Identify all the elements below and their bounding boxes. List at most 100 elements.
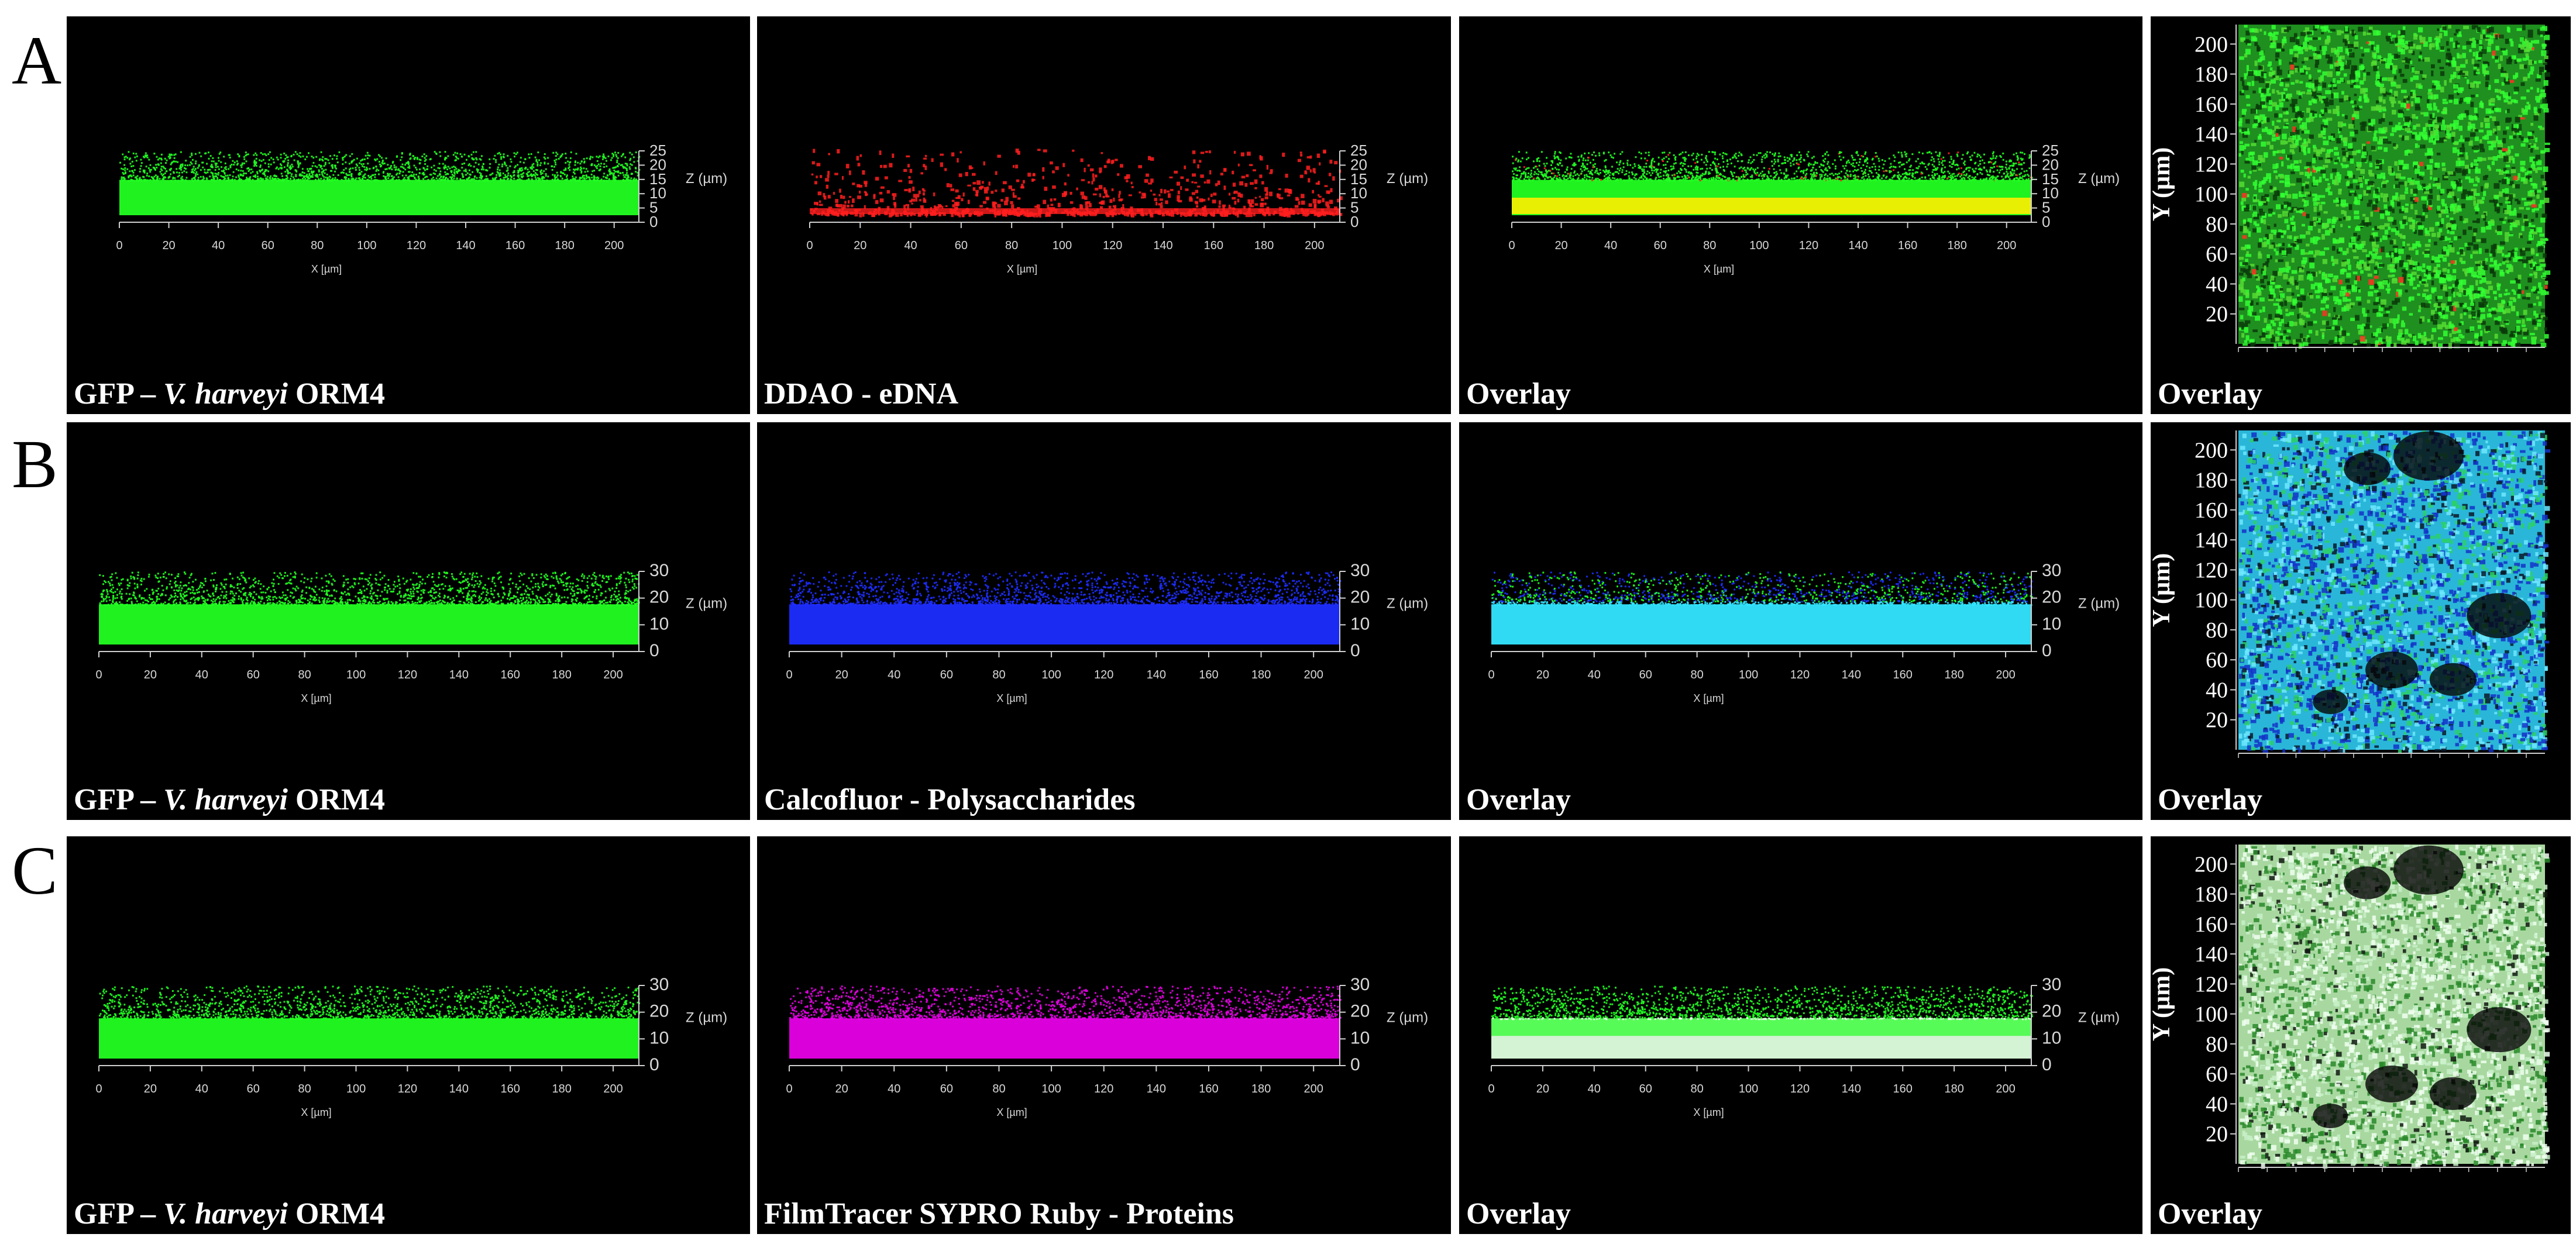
x-tick-label: 160 bbox=[1199, 1083, 1218, 1095]
z-tick-label: 0 bbox=[1350, 213, 1358, 230]
y-tick-label: 40 bbox=[2206, 678, 2228, 702]
y-tick-label: 80 bbox=[2206, 212, 2228, 237]
z-axis-label: Z (µm) bbox=[2078, 596, 2120, 612]
x-tick-label: 100 bbox=[346, 1083, 366, 1095]
z-tick-label: 30 bbox=[2042, 975, 2061, 994]
x-tick-label: 20 bbox=[1536, 1083, 1549, 1095]
x-tick-label: 160 bbox=[1893, 668, 1913, 681]
x-tick-label: 180 bbox=[1947, 239, 1966, 252]
z-tick-label: 20 bbox=[1350, 1002, 1370, 1021]
x-tick-label: 40 bbox=[212, 239, 225, 252]
z-tick-label: 20 bbox=[2042, 156, 2059, 173]
x-tick-label: 120 bbox=[1094, 1083, 1113, 1095]
biofilm-signal bbox=[1512, 151, 2033, 215]
caption-text: Overlay bbox=[1466, 1197, 1571, 1231]
side-view-plot: 0 20 40 60 80 100 120 140 160 180 200 X [µm] 0 10 20 30… bbox=[95, 561, 727, 704]
x-tick-label: 200 bbox=[1304, 668, 1323, 681]
x-tick-label: 80 bbox=[298, 668, 311, 681]
x-tick-label: 120 bbox=[1790, 668, 1810, 681]
y-tick-label: 180 bbox=[2195, 468, 2228, 493]
panel-caption: GFP – V. harveyi ORM4 bbox=[74, 1199, 385, 1229]
x-tick-label: 100 bbox=[1041, 1083, 1061, 1095]
y-tick-label: 100 bbox=[2195, 1002, 2228, 1027]
z-tick-label: 0 bbox=[2042, 1055, 2052, 1074]
side-axes bbox=[789, 571, 1340, 652]
z-tick-label: 20 bbox=[2042, 588, 2061, 607]
x-tick-label: 100 bbox=[1053, 239, 1072, 252]
x-tick-label: 40 bbox=[888, 668, 900, 681]
panel-caption: Overlay bbox=[1466, 379, 1571, 409]
x-tick-label: 200 bbox=[603, 1083, 622, 1095]
x-tick-label: 160 bbox=[505, 239, 525, 252]
y-tick-label: 60 bbox=[2206, 648, 2228, 673]
x-tick-label: 20 bbox=[162, 239, 175, 252]
x-axis-label: X [µm] bbox=[301, 1107, 331, 1118]
x-tick-label: 100 bbox=[1041, 668, 1061, 681]
caption-text: DDAO - eDNA bbox=[764, 377, 958, 411]
x-tick-label: 60 bbox=[262, 239, 274, 252]
y-tick-label: 160 bbox=[2195, 92, 2228, 117]
x-tick-label: 180 bbox=[1251, 1083, 1271, 1095]
z-tick-label: 15 bbox=[649, 170, 666, 188]
y-tick-label: 160 bbox=[2195, 912, 2228, 937]
x-tick-label: 100 bbox=[357, 239, 376, 252]
y-tick-label: 200 bbox=[2195, 438, 2228, 463]
caption-text: Overlay bbox=[2158, 1197, 2262, 1231]
x-tick-label: 120 bbox=[407, 239, 426, 252]
z-tick-label: 20 bbox=[1350, 156, 1367, 173]
y-tick-label: 60 bbox=[2206, 1062, 2228, 1087]
x-tick-label: 140 bbox=[1842, 1083, 1861, 1095]
panel-c-3: 0 20 40 60 80 100 120 140 160 180 200 X [µm] 0 10 20 30… bbox=[1459, 836, 2142, 1234]
x-tick-label: 180 bbox=[1944, 1083, 1963, 1095]
z-tick-label: 0 bbox=[1350, 1055, 1360, 1074]
caption-text: GFP – bbox=[74, 377, 163, 411]
panel-c-2: 0 20 40 60 80 100 120 140 160 180 200 X [µm] 0 10 20 30… bbox=[757, 836, 1451, 1234]
side-view-plot: 0 20 40 60 80 100 120 140 160 180 200 X [µm] 0 10 20 30… bbox=[1488, 561, 2120, 704]
x-axis-label: X [µm] bbox=[1693, 1107, 1724, 1118]
z-axis-label: Z (µm) bbox=[1387, 171, 1428, 187]
x-tick-label: 200 bbox=[604, 239, 624, 252]
row-letter-b: B bbox=[12, 430, 58, 499]
caption-strain: ORM4 bbox=[288, 783, 385, 816]
y-tick-label: 160 bbox=[2195, 498, 2228, 523]
caption-text: Overlay bbox=[1466, 783, 1571, 816]
caption-text: Overlay bbox=[2158, 377, 2262, 411]
x-tick-label: 20 bbox=[1554, 239, 1567, 252]
caption-species: V. harveyi bbox=[163, 783, 288, 816]
z-tick-label: 20 bbox=[2042, 1002, 2061, 1021]
y-tick-label: 20 bbox=[2206, 708, 2228, 733]
side-axes bbox=[99, 985, 639, 1066]
x-tick-label: 140 bbox=[1848, 239, 1867, 252]
side-view-plot: 0 20 40 60 80 100 120 140 160 180 200 X [µm] 0 10 20 30… bbox=[786, 975, 1428, 1118]
x-tick-label: 0 bbox=[95, 1083, 102, 1095]
z-tick-label: 25 bbox=[2042, 142, 2059, 159]
biofilm-signal bbox=[99, 571, 640, 644]
y-tick-label: 200 bbox=[2195, 852, 2228, 877]
top-view-plot: 20 40 60 80 100 120 140 160 180 200 Y (µm) bbox=[2151, 430, 2551, 758]
caption-species: V. harveyi bbox=[163, 377, 288, 411]
x-tick-label: 0 bbox=[1488, 668, 1494, 681]
y-tick-label: 20 bbox=[2206, 302, 2228, 327]
x-tick-label: 180 bbox=[1251, 668, 1271, 681]
z-tick-label: 30 bbox=[649, 561, 669, 580]
row-letter-a: A bbox=[12, 26, 61, 95]
panel-caption: Calcofluor - Polysaccharides bbox=[764, 785, 1136, 815]
y-tick-label: 140 bbox=[2195, 122, 2228, 147]
z-tick-label: 20 bbox=[649, 588, 669, 607]
z-tick-label: 0 bbox=[2042, 213, 2050, 230]
x-tick-label: 60 bbox=[940, 1083, 953, 1095]
x-tick-label: 80 bbox=[992, 668, 1005, 681]
panel-c-1: 0 20 40 60 80 100 120 140 160 180 200 X [µm] 0 10 20 30… bbox=[67, 836, 750, 1234]
caption-text: Calcofluor - Polysaccharides bbox=[764, 783, 1136, 816]
x-tick-label: 140 bbox=[1147, 1083, 1166, 1095]
x-tick-label: 160 bbox=[501, 668, 520, 681]
z-tick-label: 30 bbox=[1350, 561, 1370, 580]
z-tick-label: 10 bbox=[2042, 614, 2061, 633]
z-axis-label: Z (µm) bbox=[686, 1010, 727, 1026]
y-tick-label: 180 bbox=[2195, 63, 2228, 87]
x-tick-label: 60 bbox=[1639, 1083, 1652, 1095]
x-tick-label: 40 bbox=[1604, 239, 1617, 252]
top-view-texture bbox=[2238, 430, 2551, 754]
x-tick-label: 80 bbox=[298, 1083, 311, 1095]
x-tick-label: 40 bbox=[195, 668, 208, 681]
